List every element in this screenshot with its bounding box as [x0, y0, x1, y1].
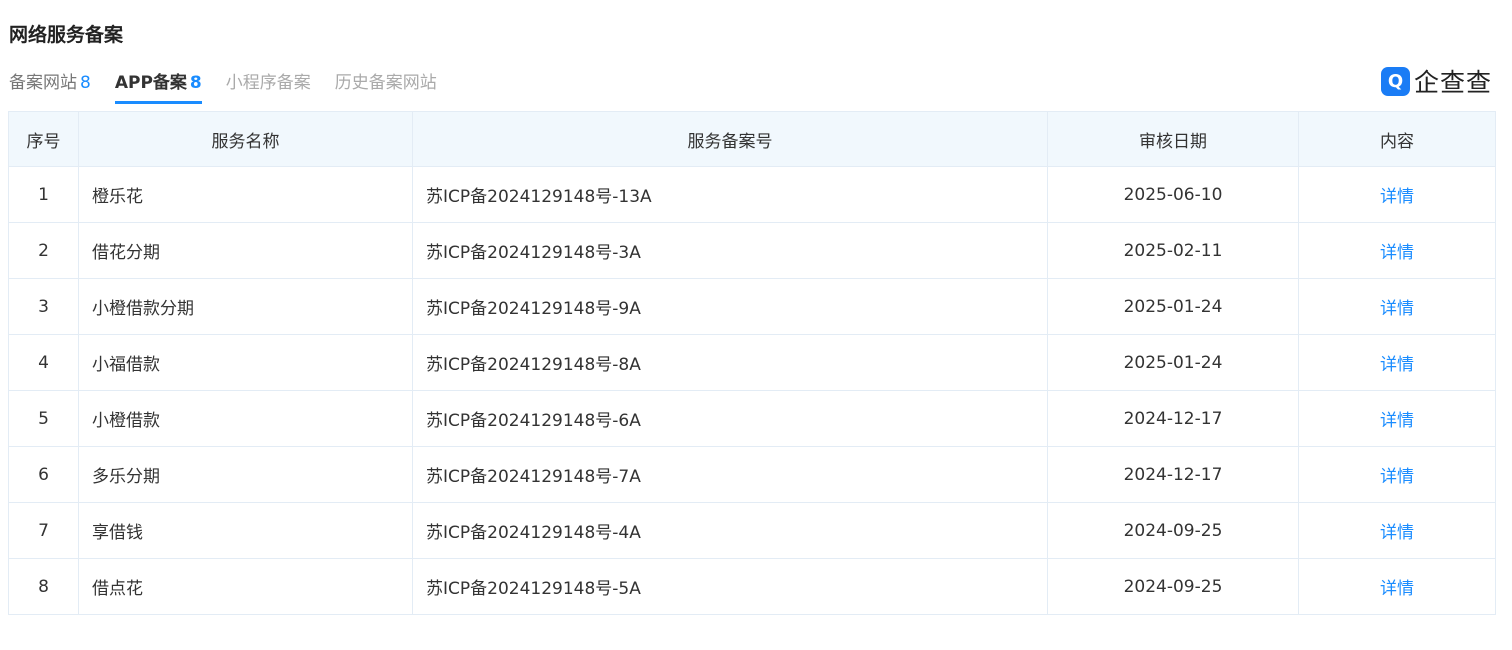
content-cell: 详情	[1298, 166, 1496, 223]
content-cell: 详情	[1298, 502, 1496, 559]
content-cell: 详情	[1298, 390, 1496, 447]
record-number: 苏ICP备2024129148号-13A	[412, 166, 1048, 223]
row-no: 7	[8, 502, 79, 559]
content-cell: 详情	[1298, 558, 1496, 615]
detail-link[interactable]: 详情	[1380, 299, 1414, 319]
qichacha-logo: Q 企查查	[1381, 63, 1492, 99]
tab-label: 小程序备案	[225, 73, 311, 93]
review-date: 2024-12-17	[1047, 390, 1299, 447]
record-number: 苏ICP备2024129148号-5A	[412, 558, 1048, 615]
detail-link[interactable]: 详情	[1380, 579, 1414, 599]
header-content: 内容	[1298, 111, 1496, 167]
tab-label: 历史备案网站	[334, 73, 437, 93]
service-name: 借点花	[78, 558, 413, 615]
qichacha-logo-icon: Q	[1381, 66, 1410, 96]
review-date: 2024-09-25	[1047, 558, 1299, 615]
tab-history-website[interactable]: 历史备案网站	[335, 68, 437, 104]
header-record: 服务备案号	[412, 111, 1048, 167]
record-number: 苏ICP备2024129148号-3A	[412, 222, 1048, 279]
row-no: 3	[8, 278, 79, 335]
content-cell: 详情	[1298, 278, 1496, 335]
review-date: 2025-01-24	[1047, 334, 1299, 391]
tab-app[interactable]: APP备案 8	[114, 68, 202, 104]
detail-link[interactable]: 详情	[1380, 411, 1414, 431]
service-name: 小福借款	[78, 334, 413, 391]
review-date: 2024-09-25	[1047, 502, 1299, 559]
table-row: 2 借花分期 苏ICP备2024129148号-3A 2025-02-11 详情	[8, 222, 1496, 279]
content-cell: 详情	[1298, 334, 1496, 391]
record-number: 苏ICP备2024129148号-9A	[412, 278, 1048, 335]
content-cell: 详情	[1298, 446, 1496, 503]
review-date: 2025-06-10	[1047, 166, 1299, 223]
service-name: 橙乐花	[78, 166, 413, 223]
service-name: 借花分期	[78, 222, 413, 279]
record-number: 苏ICP备2024129148号-8A	[412, 334, 1048, 391]
detail-link[interactable]: 详情	[1380, 243, 1414, 263]
detail-link[interactable]: 详情	[1380, 187, 1414, 207]
table-row: 6 多乐分期 苏ICP备2024129148号-7A 2024-12-17 详情	[8, 446, 1496, 503]
detail-link[interactable]: 详情	[1380, 355, 1414, 375]
record-number: 苏ICP备2024129148号-7A	[412, 446, 1048, 503]
header-no: 序号	[8, 111, 79, 167]
service-name: 享借钱	[78, 502, 413, 559]
row-no: 5	[8, 390, 79, 447]
tab-miniprogram[interactable]: 小程序备案	[226, 68, 311, 104]
section-title: 网络服务备案	[9, 24, 124, 46]
service-name: 小橙借款分期	[78, 278, 413, 335]
detail-link[interactable]: 详情	[1380, 467, 1414, 487]
row-no: 1	[8, 166, 79, 223]
table-row: 8 借点花 苏ICP备2024129148号-5A 2024-09-25 详情	[8, 558, 1496, 615]
row-no: 8	[8, 558, 79, 615]
content-cell: 详情	[1298, 222, 1496, 279]
review-date: 2025-02-11	[1047, 222, 1299, 279]
header-date: 审核日期	[1047, 111, 1299, 167]
tab-label: APP备案	[114, 73, 187, 93]
service-name: 小橙借款	[78, 390, 413, 447]
header-name: 服务名称	[78, 111, 413, 167]
table-row: 1 橙乐花 苏ICP备2024129148号-13A 2025-06-10 详情	[8, 166, 1496, 223]
tab-count: 8	[80, 73, 91, 93]
row-no: 4	[8, 334, 79, 391]
app-record-table: 序号 服务名称 服务备案号 审核日期 内容 1 橙乐花 苏ICP备2024129…	[8, 111, 1496, 615]
logo-text: 企查查	[1414, 68, 1493, 97]
tab-website[interactable]: 备案网站 8	[9, 68, 91, 104]
table-header: 序号 服务名称 服务备案号 审核日期 内容	[8, 111, 1496, 167]
tab-label: 备案网站	[9, 73, 77, 93]
review-date: 2024-12-17	[1047, 446, 1299, 503]
record-number: 苏ICP备2024129148号-4A	[412, 502, 1048, 559]
service-name: 多乐分期	[78, 446, 413, 503]
row-no: 6	[8, 446, 79, 503]
record-number: 苏ICP备2024129148号-6A	[412, 390, 1048, 447]
tab-bar: 备案网站 8 APP备案 8 小程序备案 历史备案网站	[9, 68, 437, 104]
row-no: 2	[8, 222, 79, 279]
table-row: 7 享借钱 苏ICP备2024129148号-4A 2024-09-25 详情	[8, 502, 1496, 559]
table-row: 5 小橙借款 苏ICP备2024129148号-6A 2024-12-17 详情	[8, 390, 1496, 447]
tab-count: 8	[189, 73, 202, 93]
detail-link[interactable]: 详情	[1380, 523, 1414, 543]
table-row: 3 小橙借款分期 苏ICP备2024129148号-9A 2025-01-24 …	[8, 278, 1496, 335]
review-date: 2025-01-24	[1047, 278, 1299, 335]
table-row: 4 小福借款 苏ICP备2024129148号-8A 2025-01-24 详情	[8, 334, 1496, 391]
